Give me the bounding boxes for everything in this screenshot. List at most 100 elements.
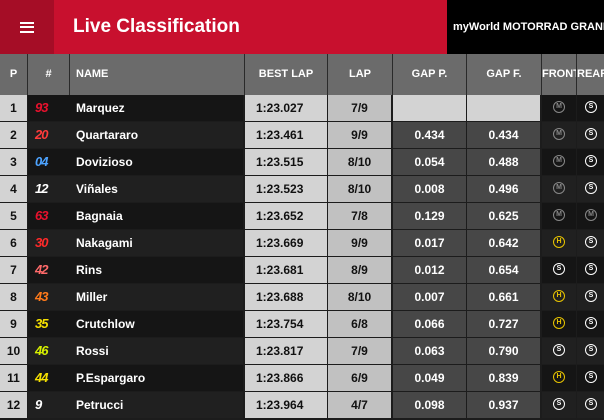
rider-name: Viñales xyxy=(76,182,118,196)
front-tyre-cell: M xyxy=(542,176,576,202)
rider-name-cell: Marquez xyxy=(70,95,243,121)
table-row[interactable]: 1 93 Marquez 1:23.027 7/9 M S xyxy=(0,95,604,122)
rear-tyre-icon: S xyxy=(585,344,597,356)
col-header-best-lap[interactable]: BEST LAP xyxy=(245,54,328,95)
col-header-pos[interactable]: P xyxy=(0,54,28,95)
rider-number-cell: 12 xyxy=(28,176,70,202)
position-cell: 8 xyxy=(0,284,27,310)
table-row[interactable]: 11 44 P.Espargaro 1:23.866 6/9 0.049 0.839 H S xyxy=(0,365,604,392)
lap-cell: 6/8 xyxy=(328,311,391,337)
table-row[interactable]: 3 04 Dovizioso 1:23.515 8/10 0.054 0.488 M S xyxy=(0,149,604,176)
rider-name: Quartararo xyxy=(76,128,139,142)
table-row[interactable]: 10 46 Rossi 1:23.817 7/9 0.063 0.790 S S xyxy=(0,338,604,365)
best-lap-cell: 1:23.523 xyxy=(245,176,327,202)
front-tyre-icon: M xyxy=(553,101,565,113)
col-header-number[interactable]: # xyxy=(28,54,70,95)
best-lap-cell: 1:23.669 xyxy=(245,230,327,256)
rear-tyre-icon: S xyxy=(585,101,597,113)
hamburger-icon xyxy=(20,21,34,33)
col-header-lap[interactable]: LAP xyxy=(328,54,393,95)
menu-button[interactable] xyxy=(0,0,54,54)
table-row[interactable]: 5 63 Bagnaia 1:23.652 7/8 0.129 0.625 M M xyxy=(0,203,604,230)
rear-tyre-icon: S xyxy=(585,317,597,329)
gap-prev-cell: 0.129 xyxy=(393,203,466,229)
gap-prev-cell: 0.017 xyxy=(393,230,466,256)
best-lap-cell: 1:23.866 xyxy=(245,365,327,391)
gap-first-cell xyxy=(467,95,540,121)
gap-prev-cell: 0.012 xyxy=(393,257,466,283)
rider-name-cell: Petrucci xyxy=(70,392,243,418)
position-cell: 10 xyxy=(0,338,27,364)
rider-number-badge: 63 xyxy=(35,208,49,223)
col-header-gap-first[interactable]: GAP F. xyxy=(467,54,542,95)
rider-number-badge: 42 xyxy=(35,262,49,277)
rear-tyre-cell: S xyxy=(577,95,604,121)
page-title: Live Classification xyxy=(73,16,240,37)
front-tyre-cell: S xyxy=(542,338,576,364)
rider-number-cell: 63 xyxy=(28,203,70,229)
lap-cell: 8/10 xyxy=(328,176,391,202)
rear-tyre-icon: S xyxy=(585,236,597,248)
rear-tyre-cell: S xyxy=(577,284,604,310)
rear-tyre-cell: S xyxy=(577,230,604,256)
rider-name-cell: Crutchlow xyxy=(70,311,243,337)
col-header-name[interactable]: NAME xyxy=(70,54,245,95)
rider-number-cell: 04 xyxy=(28,149,70,175)
front-tyre-icon: H xyxy=(553,236,565,248)
position-cell: 7 xyxy=(0,257,27,283)
front-tyre-cell: H xyxy=(542,284,576,310)
lap-cell: 8/10 xyxy=(328,284,391,310)
lap-cell: 4/7 xyxy=(328,392,391,418)
lap-cell: 8/10 xyxy=(328,149,391,175)
table-row[interactable]: 6 30 Nakagami 1:23.669 9/9 0.017 0.642 H S xyxy=(0,230,604,257)
gap-first-cell: 0.937 xyxy=(467,392,540,418)
col-header-rear[interactable]: REAR xyxy=(577,68,604,80)
rider-number-badge: 12 xyxy=(35,181,49,196)
table-row[interactable]: 4 12 Viñales 1:23.523 8/10 0.008 0.496 M S xyxy=(0,176,604,203)
rider-name-cell: Dovizioso xyxy=(70,149,243,175)
table-row[interactable]: 12 9 Petrucci 1:23.964 4/7 0.098 0.937 S S xyxy=(0,392,604,419)
front-tyre-cell: M xyxy=(542,95,576,121)
position-cell: 2 xyxy=(0,122,27,148)
table-row[interactable]: 2 20 Quartararo 1:23.461 9/9 0.434 0.434 M S xyxy=(0,122,604,149)
front-tyre-icon: M xyxy=(553,155,565,167)
rider-name: P.Espargaro xyxy=(76,371,146,385)
gap-first-cell: 0.496 xyxy=(467,176,540,202)
rear-tyre-icon: S xyxy=(585,398,597,410)
gap-first-cell: 0.642 xyxy=(467,230,540,256)
rear-tyre-cell: M xyxy=(577,203,604,229)
table-row[interactable]: 7 42 Rins 1:23.681 8/9 0.012 0.654 S S xyxy=(0,257,604,284)
header-bar: Live Classification xyxy=(0,0,447,54)
front-tyre-icon: S xyxy=(553,263,565,275)
col-header-front[interactable]: FRONT xyxy=(542,54,577,95)
table-row[interactable]: 8 43 Miller 1:23.688 8/10 0.007 0.661 H S xyxy=(0,284,604,311)
rider-name: Nakagami xyxy=(76,236,133,250)
rear-tyre-icon: S xyxy=(585,155,597,167)
position-cell: 12 xyxy=(0,392,27,418)
rear-tyre-icon: S xyxy=(585,263,597,275)
best-lap-cell: 1:23.652 xyxy=(245,203,327,229)
rear-tyre-cell: S xyxy=(577,257,604,283)
gap-prev-cell: 0.066 xyxy=(393,311,466,337)
front-tyre-icon: H xyxy=(553,290,565,302)
rear-tyre-cell: S xyxy=(577,338,604,364)
table-header: P # NAME BEST LAP LAP GAP P. GAP F. FRON… xyxy=(0,54,604,95)
lap-cell: 9/9 xyxy=(328,122,391,148)
front-tyre-cell: S xyxy=(542,392,576,418)
position-cell: 5 xyxy=(0,203,27,229)
table-row[interactable]: 9 35 Crutchlow 1:23.754 6/8 0.066 0.727 H S xyxy=(0,311,604,338)
rear-tyre-icon: S xyxy=(585,371,597,383)
rider-name-cell: Nakagami xyxy=(70,230,243,256)
gap-first-cell: 0.661 xyxy=(467,284,540,310)
rider-number-badge: 30 xyxy=(35,235,49,250)
rider-name: Bagnaia xyxy=(76,209,123,223)
rider-number-badge: 46 xyxy=(35,343,49,358)
col-header-gap-prev[interactable]: GAP P. xyxy=(393,54,467,95)
rider-name: Miller xyxy=(76,290,108,304)
gap-prev-cell: 0.054 xyxy=(393,149,466,175)
lap-cell: 7/8 xyxy=(328,203,391,229)
best-lap-cell: 1:23.515 xyxy=(245,149,327,175)
lap-cell: 7/9 xyxy=(328,95,391,121)
gap-first-cell: 0.654 xyxy=(467,257,540,283)
rider-name: Petrucci xyxy=(76,398,124,412)
